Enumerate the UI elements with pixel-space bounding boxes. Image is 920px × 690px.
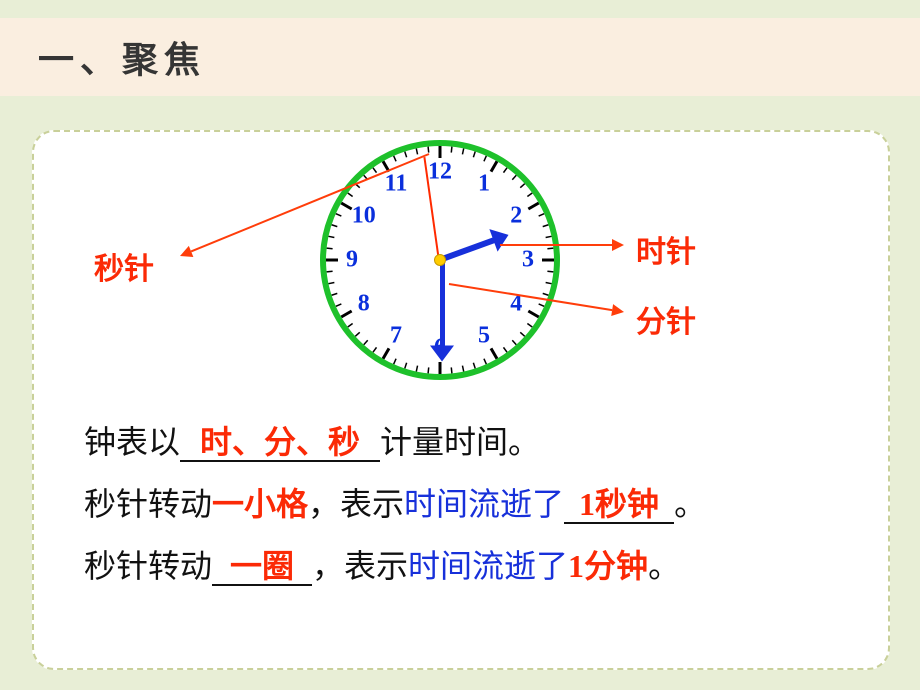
l2-post: 。: [674, 486, 706, 522]
l2-blue: 时间流逝了: [404, 486, 564, 522]
l1-pre: 钟表以: [84, 424, 180, 460]
page-title: 一、聚焦: [38, 31, 206, 83]
l2-blank: 1秒钟: [564, 487, 674, 524]
l2-mid1: ，表示: [308, 486, 404, 522]
label-second-hand: 秒针: [94, 244, 154, 288]
label-hour-hand: 时针: [636, 227, 696, 271]
l3-blank-text: 一圈: [230, 548, 294, 584]
l2-red-1: 一小格: [212, 486, 308, 522]
l2-blank-text: 1秒钟: [579, 486, 659, 522]
text-line-1: 钟表以时、分、秒计量时间。: [84, 422, 864, 464]
l1-blank-text: 时、分、秒: [200, 424, 360, 460]
content-card: 121234567891011 秒针 时针 分针 钟表以时、分、秒计量时间。 秒…: [32, 130, 890, 670]
l3-pre: 秒针转动: [84, 548, 212, 584]
l3-mid1: ，表示: [312, 548, 408, 584]
l1-post: 计量时间。: [380, 424, 540, 460]
header-band: 一、聚焦: [0, 18, 920, 96]
text-line-3: 秒针转动一圈 ，表示时间流逝了1分钟。: [84, 546, 864, 588]
l3-red-2: 1分钟: [568, 548, 648, 584]
l1-blank: 时、分、秒: [180, 425, 380, 462]
text-line-2: 秒针转动一小格，表示时间流逝了 1秒钟。: [84, 484, 864, 526]
l3-blue: 时间流逝了: [408, 548, 568, 584]
l3-blank: 一圈: [212, 549, 312, 586]
l2-pre: 秒针转动: [84, 486, 212, 522]
label-minute-hand: 分针: [636, 297, 696, 341]
l3-post: 。: [648, 548, 680, 584]
label-arrows: [34, 132, 892, 402]
